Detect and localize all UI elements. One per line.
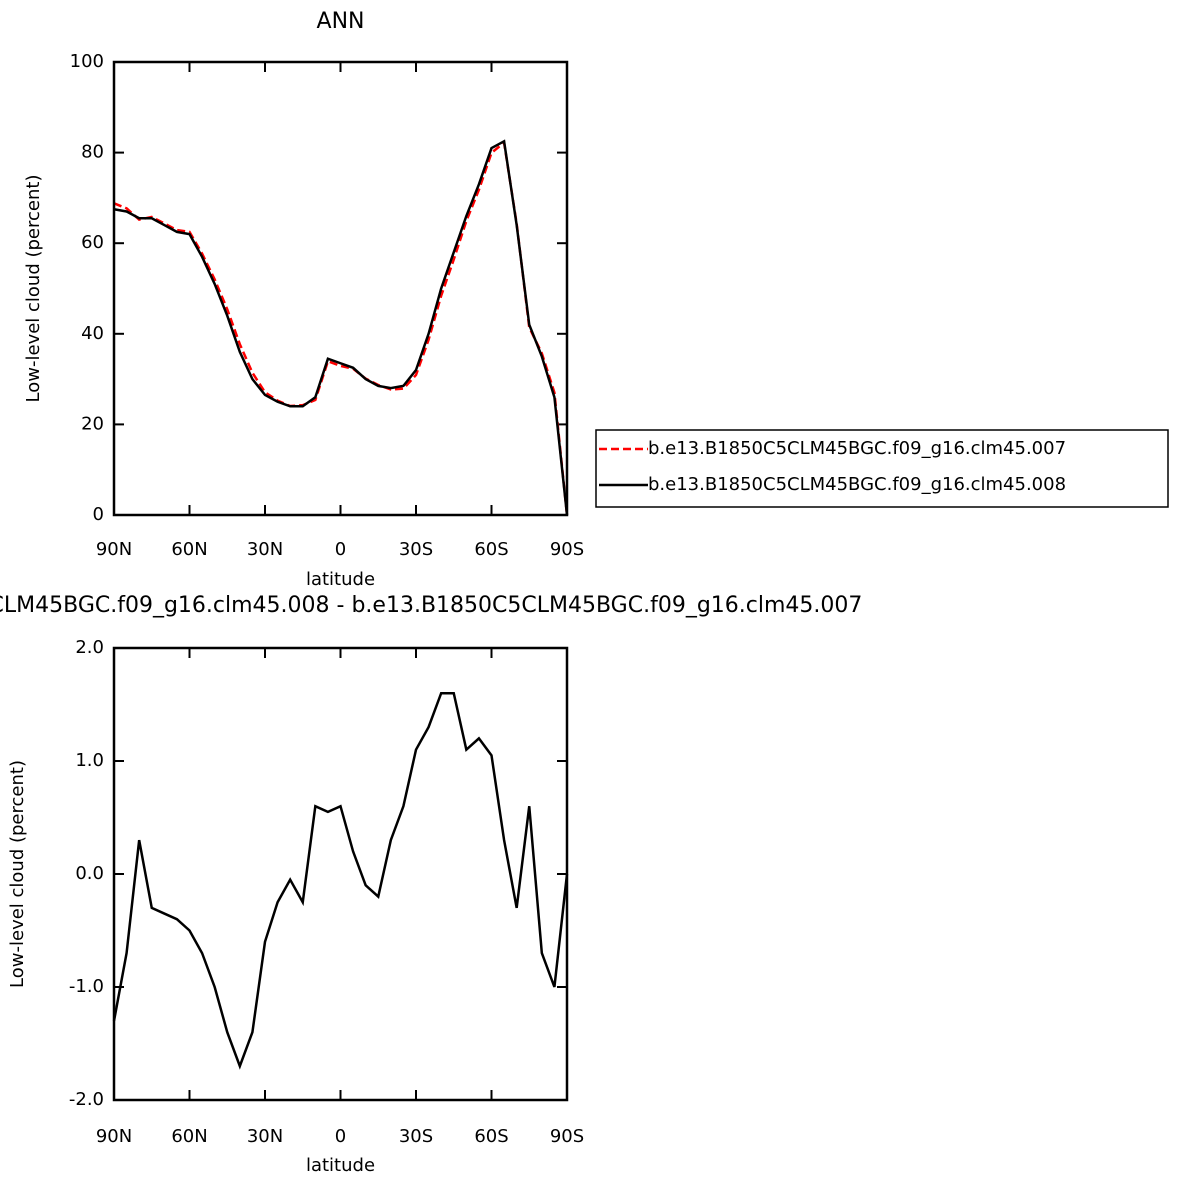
chart-title: b.e13.B1850C5CLM45BGC.f09_g16.clm45.008 …	[0, 593, 862, 618]
x-tick-label: 60S	[474, 1126, 508, 1147]
x-tick-label: 60N	[171, 1126, 207, 1147]
x-tick-label: 90S	[550, 539, 584, 560]
x-axis-label: latitude	[306, 569, 375, 590]
x-tick-label: 30S	[399, 539, 433, 560]
y-tick-label: 20	[81, 413, 104, 434]
x-tick-label: 0	[335, 539, 346, 560]
x-tick-label: 0	[335, 1126, 346, 1147]
x-tick-label: 60S	[474, 539, 508, 560]
x-tick-label: 30N	[247, 1126, 283, 1147]
y-tick-label: 80	[81, 142, 104, 163]
y-axis-label: Low-level cloud (percent)	[7, 760, 28, 988]
y-tick-label: 1.0	[75, 750, 104, 771]
legend-label: b.e13.B1850C5CLM45BGC.f09_g16.clm45.007	[648, 438, 1066, 459]
y-tick-label: 60	[81, 232, 104, 253]
data-line	[113, 140, 569, 516]
plot-frame	[112, 60, 569, 517]
y-tick-label: -2.0	[69, 1089, 104, 1110]
y-tick-label: -1.0	[69, 976, 104, 997]
legend-label: b.e13.B1850C5CLM45BGC.f09_g16.clm45.008	[648, 474, 1066, 495]
data-line	[113, 139, 569, 516]
x-tick-label: 90N	[96, 539, 132, 560]
x-tick-label: 90S	[550, 1126, 584, 1147]
chart-title: ANN	[317, 9, 365, 34]
data-line	[112, 691, 569, 1070]
y-tick-label: 100	[70, 51, 104, 72]
x-tick-label: 30S	[399, 1126, 433, 1147]
x-tick-label: 90N	[96, 1126, 132, 1147]
x-tick-label: 60N	[171, 539, 207, 560]
x-tick-label: 30N	[247, 539, 283, 560]
y-axis-label: Low-level cloud (percent)	[23, 175, 44, 403]
y-tick-label: 2.0	[75, 637, 104, 658]
y-tick-label: 40	[81, 323, 104, 344]
x-axis-label: latitude	[306, 1155, 375, 1176]
y-tick-label: 0.0	[75, 863, 104, 884]
plot-frame	[112, 646, 569, 1102]
legend-box	[595, 429, 1169, 508]
y-tick-label: 0	[93, 504, 104, 525]
